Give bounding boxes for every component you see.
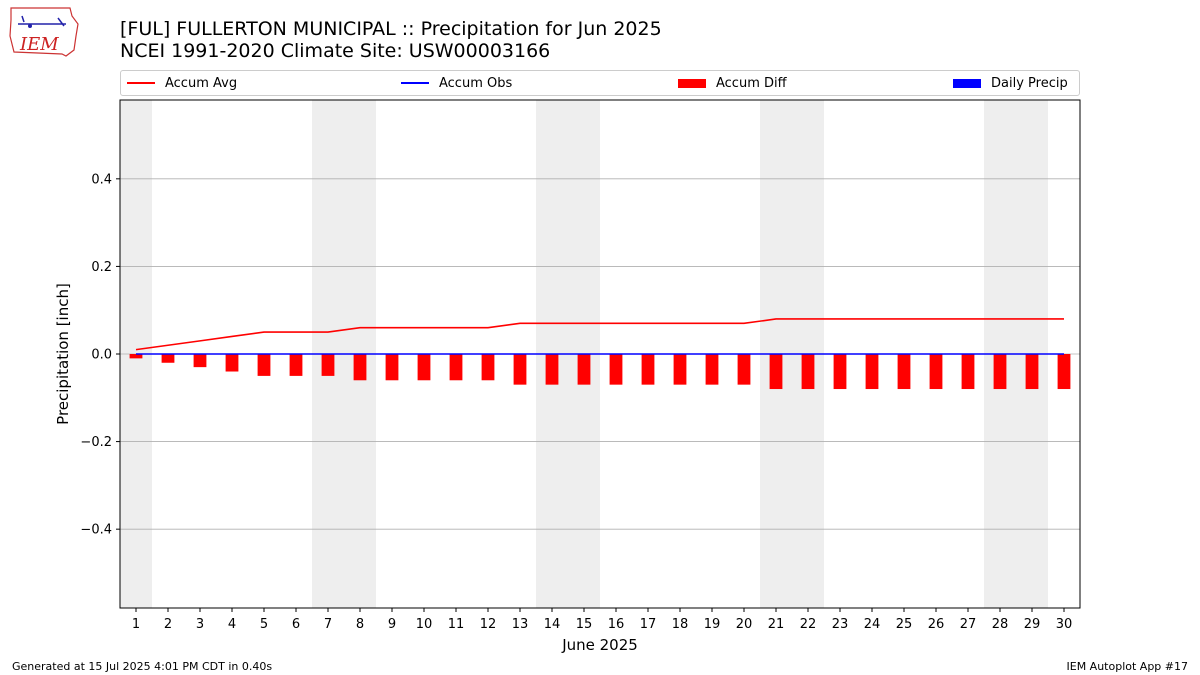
bar-accum-diff <box>449 354 463 381</box>
bar-accum-diff <box>609 354 623 385</box>
x-tick-label: 12 <box>480 617 497 632</box>
x-tick-label: 21 <box>768 617 785 632</box>
x-tick-label: 27 <box>960 617 977 632</box>
bar-accum-diff <box>801 354 815 390</box>
x-tick-label: 29 <box>1024 617 1041 632</box>
x-tick-label: 4 <box>228 617 236 632</box>
bar-accum-diff <box>513 354 527 385</box>
y-tick-label: 0.4 <box>91 172 112 187</box>
bar-accum-diff <box>961 354 975 390</box>
x-tick-label: 24 <box>864 617 881 632</box>
y-tick-label: −0.2 <box>80 435 112 450</box>
legend-swatch <box>127 82 155 84</box>
y-tick-label: 0.2 <box>91 260 112 275</box>
bar-accum-diff <box>833 354 847 390</box>
x-tick-label: 23 <box>832 617 849 632</box>
bar-accum-diff <box>161 354 175 363</box>
bar-accum-diff <box>737 354 751 385</box>
bar-accum-diff <box>641 354 655 385</box>
bar-accum-diff <box>353 354 367 381</box>
bar-accum-diff <box>929 354 943 390</box>
footer-generated: Generated at 15 Jul 2025 4:01 PM CDT in … <box>12 660 273 673</box>
bar-accum-diff <box>257 354 271 376</box>
legend: Accum Avg Accum Obs Accum Diff Daily Pre… <box>120 70 1080 96</box>
legend-label: Accum Avg <box>165 75 238 91</box>
bar-accum-diff <box>225 354 239 372</box>
bar-accum-diff <box>993 354 1007 390</box>
bar-accum-diff <box>481 354 495 381</box>
bar-accum-diff <box>897 354 911 390</box>
bar-accum-diff <box>129 354 143 359</box>
x-tick-label: 1 <box>132 617 140 632</box>
legend-item-accum-obs: Accum Obs <box>401 71 512 95</box>
x-tick-label: 28 <box>992 617 1009 632</box>
legend-label: Daily Precip <box>991 75 1068 91</box>
x-tick-label: 13 <box>512 617 529 632</box>
x-tick-label: 5 <box>260 617 268 632</box>
bar-accum-diff <box>193 354 207 368</box>
legend-label: Accum Diff <box>716 75 787 91</box>
x-tick-label: 7 <box>324 617 332 632</box>
x-tick-label: 2 <box>164 617 172 632</box>
bar-accum-diff <box>673 354 687 385</box>
legend-swatch <box>401 82 429 84</box>
line-accum-avg <box>135 318 1064 351</box>
bar-accum-diff <box>289 354 303 376</box>
logo-text: IEM <box>19 34 59 55</box>
x-tick-label: 20 <box>736 617 753 632</box>
chart-title: [FUL] FULLERTON MUNICIPAL :: Precipitati… <box>120 18 662 62</box>
bar-accum-diff <box>1057 354 1071 390</box>
bar-accum-diff <box>545 354 559 385</box>
legend-label: Accum Obs <box>439 75 513 91</box>
x-tick-label: 8 <box>356 617 364 632</box>
title-line-1: [FUL] FULLERTON MUNICIPAL :: Precipitati… <box>120 18 662 40</box>
bar-accum-diff <box>769 354 783 390</box>
x-tick-label: 14 <box>544 617 561 632</box>
x-tick-label: 9 <box>388 617 396 632</box>
x-tick-label: 18 <box>672 617 689 632</box>
bar-accum-diff <box>705 354 719 385</box>
x-tick-label: 10 <box>416 617 433 632</box>
x-tick-label: 26 <box>928 617 945 632</box>
y-tick-label: 0.0 <box>91 348 112 363</box>
x-axis-label: June 2025 <box>561 636 638 654</box>
x-tick-label: 19 <box>704 617 721 632</box>
legend-swatch <box>678 78 706 88</box>
x-tick-label: 3 <box>196 617 204 632</box>
x-tick-label: 17 <box>640 617 657 632</box>
x-tick-label: 22 <box>800 617 817 632</box>
x-tick-label: 11 <box>448 617 465 632</box>
weather-station-icon <box>18 15 66 27</box>
iem-logo: IEM <box>9 7 79 57</box>
bar-accum-diff <box>385 354 399 381</box>
y-axis-label: Precipitation [inch] <box>54 283 72 425</box>
y-tick-label: −0.4 <box>80 523 112 538</box>
state-outline-icon <box>9 7 79 57</box>
legend-item-accum-diff: Accum Diff <box>678 71 787 95</box>
x-tick-label: 25 <box>896 617 913 632</box>
x-tick-label: 6 <box>292 617 300 632</box>
bar-accum-diff <box>417 354 431 381</box>
x-tick-label: 15 <box>576 617 593 632</box>
bar-accum-diff <box>321 354 335 376</box>
legend-item-daily-precip: Daily Precip <box>953 71 1068 95</box>
bar-accum-diff <box>865 354 879 390</box>
x-tick-label: 30 <box>1056 617 1073 632</box>
footer-app: IEM Autoplot App #17 <box>1066 660 1189 673</box>
bar-accum-diff <box>577 354 591 385</box>
bar-accum-diff <box>1025 354 1039 390</box>
legend-swatch <box>953 78 981 88</box>
x-tick-label: 16 <box>608 617 625 632</box>
legend-item-accum-avg: Accum Avg <box>127 71 237 95</box>
title-line-2: NCEI 1991-2020 Climate Site: USW00003166 <box>120 40 551 62</box>
